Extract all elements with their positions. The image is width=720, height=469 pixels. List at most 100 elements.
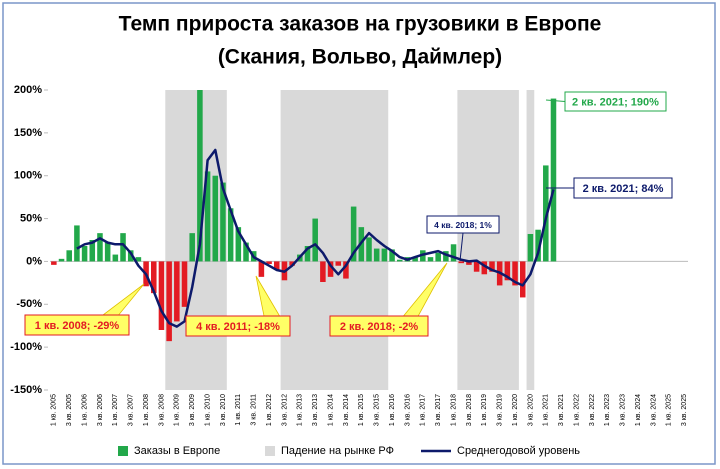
bar: [527, 234, 534, 262]
bar: [166, 261, 172, 342]
y-tick-label: 0%: [26, 255, 42, 267]
x-tick-label: 3 кв. 2013: [312, 394, 319, 426]
bar: [458, 261, 465, 264]
x-tick-label: 3 кв. 2025: [681, 394, 688, 426]
bar: [504, 261, 511, 281]
annotation: 4 кв. 2011; -18%: [196, 321, 280, 333]
bar: [212, 175, 219, 262]
bar: [343, 261, 349, 279]
x-tick-label: 3 кв. 2007: [128, 394, 135, 426]
bar: [443, 251, 449, 262]
x-tick-label: 3 кв. 2010: [220, 394, 227, 426]
annotation: 1 кв. 2008; -29%: [35, 320, 120, 332]
y-tick-label: 200%: [14, 84, 42, 96]
bar: [266, 261, 272, 264]
x-tick-label: 1 кв. 2018: [450, 394, 457, 426]
legend-label: Среднегодовой уровень: [457, 445, 580, 457]
annotation-box: [426, 215, 500, 234]
callout-line: [545, 99, 566, 102]
annotation-box: [573, 177, 673, 199]
x-tick-label: 3 кв. 2009: [189, 394, 196, 426]
x-tick-label: 1 кв. 2016: [389, 394, 396, 426]
bar: [227, 208, 234, 262]
bar: [535, 229, 541, 262]
x-tick-label: 1 кв. 2019: [481, 394, 488, 426]
annotation-box: [24, 314, 130, 336]
x-tick-label: 1 кв. 2012: [266, 394, 273, 426]
x-tick-label: 3 кв. 2023: [620, 394, 627, 426]
bar: [373, 248, 380, 262]
x-tick-label: 3 кв. 2022: [589, 394, 596, 426]
x-tick-label: 1 кв. 2025: [666, 394, 673, 426]
bar: [366, 237, 372, 262]
bar: [89, 240, 96, 262]
avg-line: [76, 148, 555, 328]
bar: [97, 233, 103, 262]
x-tick-label: 3 кв. 2012: [281, 394, 288, 426]
x-tick-label: 1 кв. 2005: [51, 394, 58, 426]
x-tick-label: 3 кв. 2018: [466, 394, 473, 426]
x-tick-label: 3 кв. 2020: [527, 394, 534, 426]
bar: [312, 218, 318, 262]
bar: [197, 90, 203, 262]
y-tick-label: 100%: [14, 170, 42, 182]
legend-label: Падение на рынке РФ: [281, 445, 394, 457]
bar: [74, 225, 80, 262]
bar: [304, 246, 311, 262]
x-tick-label: 3 кв. 2014: [343, 394, 350, 426]
bar: [450, 244, 457, 262]
chart-title: Темп прироста заказов на грузовики в Евр…: [119, 13, 602, 36]
bar: [58, 258, 65, 262]
bar: [489, 261, 495, 272]
x-tick-label: 1 кв. 2009: [174, 394, 181, 426]
annotation-box: [564, 91, 667, 112]
bar: [220, 182, 226, 262]
y-tick-label: -100%: [10, 341, 42, 353]
legend-swatch: [118, 446, 128, 456]
bar: [104, 242, 111, 262]
callout-line: [459, 232, 464, 262]
y-tick-label: 150%: [14, 127, 42, 139]
shaded-period: [280, 90, 389, 390]
x-tick-label: 3 кв. 2021: [558, 394, 565, 426]
x-tick-label: 1 кв. 2022: [573, 394, 580, 426]
bar: [519, 261, 526, 298]
x-tick-label: 1 кв. 2013: [297, 394, 304, 426]
bar: [135, 257, 142, 262]
annotation-box: [329, 315, 429, 337]
bar: [181, 261, 188, 307]
bar: [435, 252, 441, 262]
bar: [466, 261, 472, 265]
y-tick-label: 50%: [20, 212, 42, 224]
x-tick-label: 1 кв. 2024: [635, 394, 642, 426]
bar: [427, 257, 434, 262]
bar: [335, 261, 342, 266]
x-tick-label: 1 кв. 2023: [604, 394, 611, 426]
legend-swatch: [265, 446, 275, 456]
bar: [204, 171, 211, 262]
bar: [273, 261, 280, 270]
bar: [151, 261, 157, 294]
bar: [235, 227, 242, 262]
x-tick-label: 1 кв. 2007: [112, 394, 119, 426]
bar: [189, 233, 195, 262]
annotation: 4 кв. 2018; 1%: [434, 220, 492, 230]
bar: [51, 261, 57, 265]
annotation: 2 кв. 2021; 190%: [572, 96, 659, 108]
x-tick-label: 3 кв. 2016: [404, 394, 411, 426]
bar: [481, 261, 488, 275]
x-tick-label: 1 кв. 2008: [143, 394, 150, 426]
bar: [120, 233, 126, 262]
bar: [396, 259, 403, 262]
y-tick-label: -150%: [10, 384, 42, 396]
bar: [350, 206, 357, 262]
x-tick-label: 3 кв. 2015: [374, 394, 381, 426]
x-tick-label: 1 кв. 2006: [81, 394, 88, 426]
bar: [289, 261, 295, 266]
x-tick-label: 1 кв. 2010: [204, 394, 211, 426]
bar: [243, 242, 249, 262]
bar: [412, 257, 418, 262]
x-tick-label: 3 кв. 2008: [158, 394, 165, 426]
x-tick-label: 1 кв. 2011: [235, 394, 242, 426]
